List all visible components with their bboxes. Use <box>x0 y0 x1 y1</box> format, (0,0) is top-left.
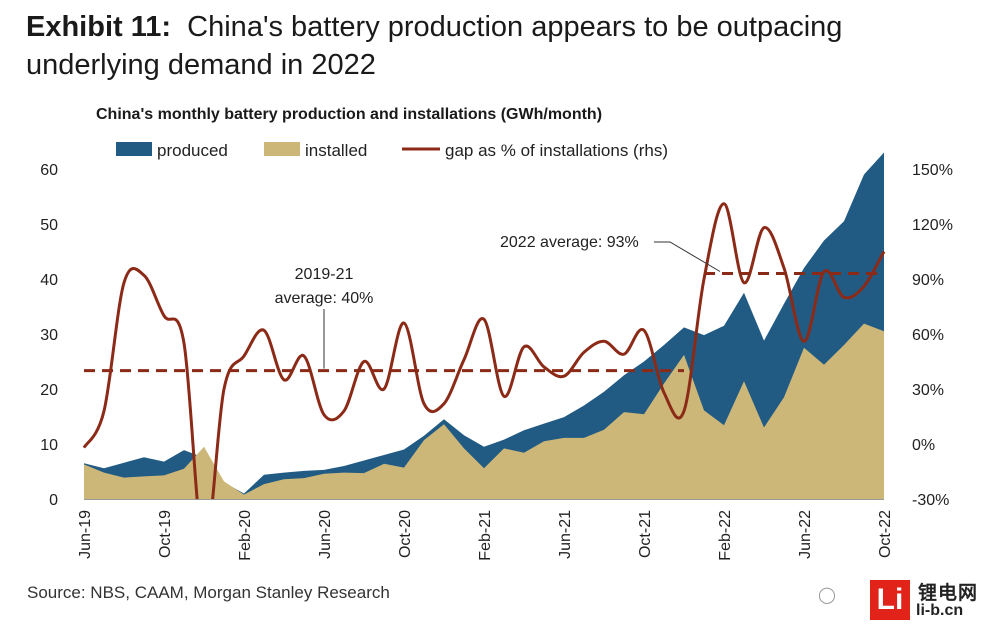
x-tick-label: Feb-22 <box>717 510 734 561</box>
watermark-logo: Li <box>870 580 910 620</box>
y-left-tick-label: 30 <box>40 327 58 344</box>
x-tick-label: Jun-19 <box>77 510 94 559</box>
legend-label-produced: produced <box>157 141 228 160</box>
legend-swatch-produced <box>116 142 152 156</box>
annotation-2022-label: 2022 average: 93% <box>500 234 639 251</box>
x-tick-label: Oct-21 <box>637 510 654 558</box>
watermark-name: 锂电网 <box>918 583 979 604</box>
exhibit-title-text: China's battery production appears to be… <box>26 11 843 81</box>
legend: produced installed gap as % of installat… <box>116 141 668 160</box>
axes: 0 10 20 30 40 50 60 -30% 0% 30% 60% 90% 120% 150% Jun-… <box>40 162 953 561</box>
x-tick-label: Oct-22 <box>877 510 894 558</box>
x-tick-label: Oct-19 <box>157 510 174 558</box>
legend-label-installed: installed <box>305 141 367 160</box>
y-right-tick-label: 0% <box>912 437 935 454</box>
x-tick-label: Oct-20 <box>397 510 414 558</box>
annotations: 2019-21 average: 40% 2022 average: 93% <box>275 234 721 369</box>
y-left-tick-label: 10 <box>40 437 58 454</box>
legend-label-gap: gap as % of installations (rhs) <box>445 141 668 160</box>
x-tick-label: Feb-21 <box>477 510 494 561</box>
y-left-tick-label: 40 <box>40 272 58 289</box>
x-tick-label: Jun-21 <box>557 510 574 559</box>
annotation-2019-21-line1: 2019-21 <box>295 266 354 283</box>
y-left-tick-label: 60 <box>40 162 58 179</box>
series-installed-area <box>84 323 884 499</box>
x-tick-label: Jun-20 <box>317 510 334 559</box>
x-tick-label: Feb-20 <box>237 510 254 561</box>
y-right-tick-label: -30% <box>912 492 949 509</box>
x-tick-label: Jun-22 <box>797 510 814 559</box>
y-left-tick-label: 0 <box>49 492 58 509</box>
y-right-tick-label: 90% <box>912 272 944 289</box>
y-right-tick-label: 120% <box>912 217 953 234</box>
y-right-tick-label: 150% <box>912 162 953 179</box>
y-left-tick-label: 50 <box>40 217 58 234</box>
watermark-url: li-b.cn <box>916 602 964 619</box>
source-note: Source: NBS, CAAM, Morgan Stanley Resear… <box>27 583 390 602</box>
annotation-2019-21-line2: average: 40% <box>275 290 374 307</box>
y-right-tick-label: 60% <box>912 327 944 344</box>
y-left-tick-label: 20 <box>40 382 58 399</box>
annotation-2022-leader <box>654 241 721 272</box>
exhibit-title: Exhibit 11: China's battery production a… <box>26 8 966 84</box>
plot-area <box>82 152 886 499</box>
chart-title: China's monthly battery production and i… <box>96 106 603 123</box>
wechat-icon: ◯ <box>818 587 836 604</box>
series-gap-line <box>82 202 886 499</box>
y-right-tick-label: 30% <box>912 382 944 399</box>
exhibit-label: Exhibit 11: <box>26 11 172 43</box>
legend-swatch-installed <box>264 142 300 156</box>
